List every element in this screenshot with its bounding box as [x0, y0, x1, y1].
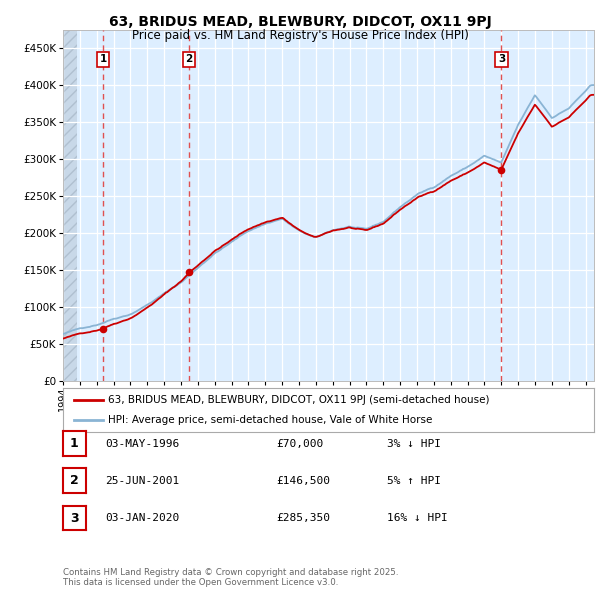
- Text: 1: 1: [100, 54, 107, 64]
- Text: 2: 2: [185, 54, 193, 64]
- Text: Contains HM Land Registry data © Crown copyright and database right 2025.
This d: Contains HM Land Registry data © Crown c…: [63, 568, 398, 587]
- Text: Price paid vs. HM Land Registry's House Price Index (HPI): Price paid vs. HM Land Registry's House …: [131, 30, 469, 42]
- Text: £285,350: £285,350: [276, 513, 330, 523]
- Text: 03-MAY-1996: 03-MAY-1996: [105, 439, 179, 448]
- Text: 63, BRIDUS MEAD, BLEWBURY, DIDCOT, OX11 9PJ (semi-detached house): 63, BRIDUS MEAD, BLEWBURY, DIDCOT, OX11 …: [108, 395, 490, 405]
- Text: 63, BRIDUS MEAD, BLEWBURY, DIDCOT, OX11 9PJ: 63, BRIDUS MEAD, BLEWBURY, DIDCOT, OX11 …: [109, 15, 491, 30]
- Text: 25-JUN-2001: 25-JUN-2001: [105, 476, 179, 486]
- Text: 2: 2: [70, 474, 79, 487]
- Text: £146,500: £146,500: [276, 476, 330, 486]
- Bar: [63, 30, 77, 381]
- Text: 3% ↓ HPI: 3% ↓ HPI: [387, 439, 441, 448]
- Text: 3: 3: [498, 54, 505, 64]
- Text: 16% ↓ HPI: 16% ↓ HPI: [387, 513, 448, 523]
- Text: 5% ↑ HPI: 5% ↑ HPI: [387, 476, 441, 486]
- Text: 03-JAN-2020: 03-JAN-2020: [105, 513, 179, 523]
- Text: 3: 3: [70, 512, 79, 525]
- Text: £70,000: £70,000: [276, 439, 323, 448]
- Text: 1: 1: [70, 437, 79, 450]
- Text: HPI: Average price, semi-detached house, Vale of White Horse: HPI: Average price, semi-detached house,…: [108, 415, 433, 425]
